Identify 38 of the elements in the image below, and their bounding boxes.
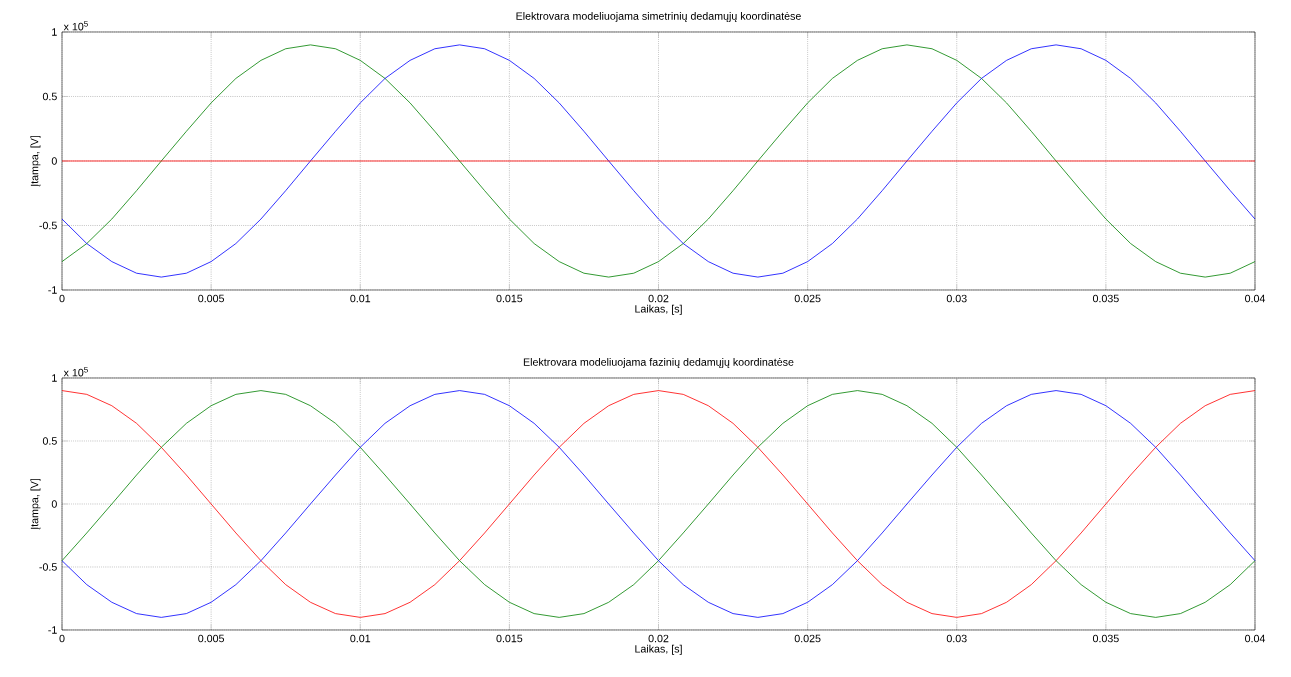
chart-title: Elektrovara modeliuojama simetrinių dedamųjų koordinatėse xyxy=(516,11,801,22)
x-tick-label: 0 xyxy=(59,634,65,643)
x-tick-label: 0.005 xyxy=(198,294,225,303)
y-tick-label: -1 xyxy=(48,626,57,634)
x-axis-title: Laikas, [s] xyxy=(635,304,682,315)
y-tick-label: 1 xyxy=(52,28,57,36)
y-tick-label: -1 xyxy=(48,286,57,294)
y-tick-label: 1 xyxy=(52,374,57,382)
x-tick-label: 0.035 xyxy=(1092,634,1119,643)
y-tick-label: -0.5 xyxy=(39,563,57,571)
x-tick-label: 0.025 xyxy=(794,294,821,303)
x-tick-label: 0.025 xyxy=(794,634,821,643)
y-axis-title: Įtampa, [V] xyxy=(30,478,41,530)
y-tick-label: -0.5 xyxy=(39,221,57,230)
x-tick-label: 0.015 xyxy=(496,294,523,303)
x-tick-label: 0 xyxy=(59,294,65,303)
chart-title: Elektrovara modeliuojama fazinių dedamųjų koordinatėse xyxy=(523,357,794,368)
x-tick-label: 0.04 xyxy=(1245,294,1266,303)
x-tick-label: 0.035 xyxy=(1092,294,1119,303)
x-tick-label: 0.02 xyxy=(648,294,669,303)
y-axis-title: Įtampa, [V] xyxy=(30,135,41,187)
y-tick-label: 0.5 xyxy=(42,92,57,101)
text: x 10$^{5}$ xyxy=(63,21,88,31)
x-tick-label: 0.03 xyxy=(946,294,967,303)
line-series xyxy=(61,390,1256,618)
x-tick-label: 0.03 xyxy=(946,634,967,643)
x-tick-label: 0.02 xyxy=(648,634,669,643)
x-tick-label: 0.04 xyxy=(1245,634,1266,643)
y-tick-label: 0.5 xyxy=(42,437,57,445)
y-tick-label: 0 xyxy=(51,500,57,508)
text: x 10$^{5}$ xyxy=(63,367,88,377)
x-tick-label: 0.01 xyxy=(350,634,371,643)
x-axis-title: Laikas, [s] xyxy=(635,644,682,655)
y-tick-label: 0 xyxy=(51,157,57,165)
x-tick-label: 0.015 xyxy=(496,634,523,643)
x-tick-label: 0.01 xyxy=(350,294,371,303)
line-series xyxy=(61,44,1256,278)
x-tick-label: 0.005 xyxy=(198,634,225,643)
